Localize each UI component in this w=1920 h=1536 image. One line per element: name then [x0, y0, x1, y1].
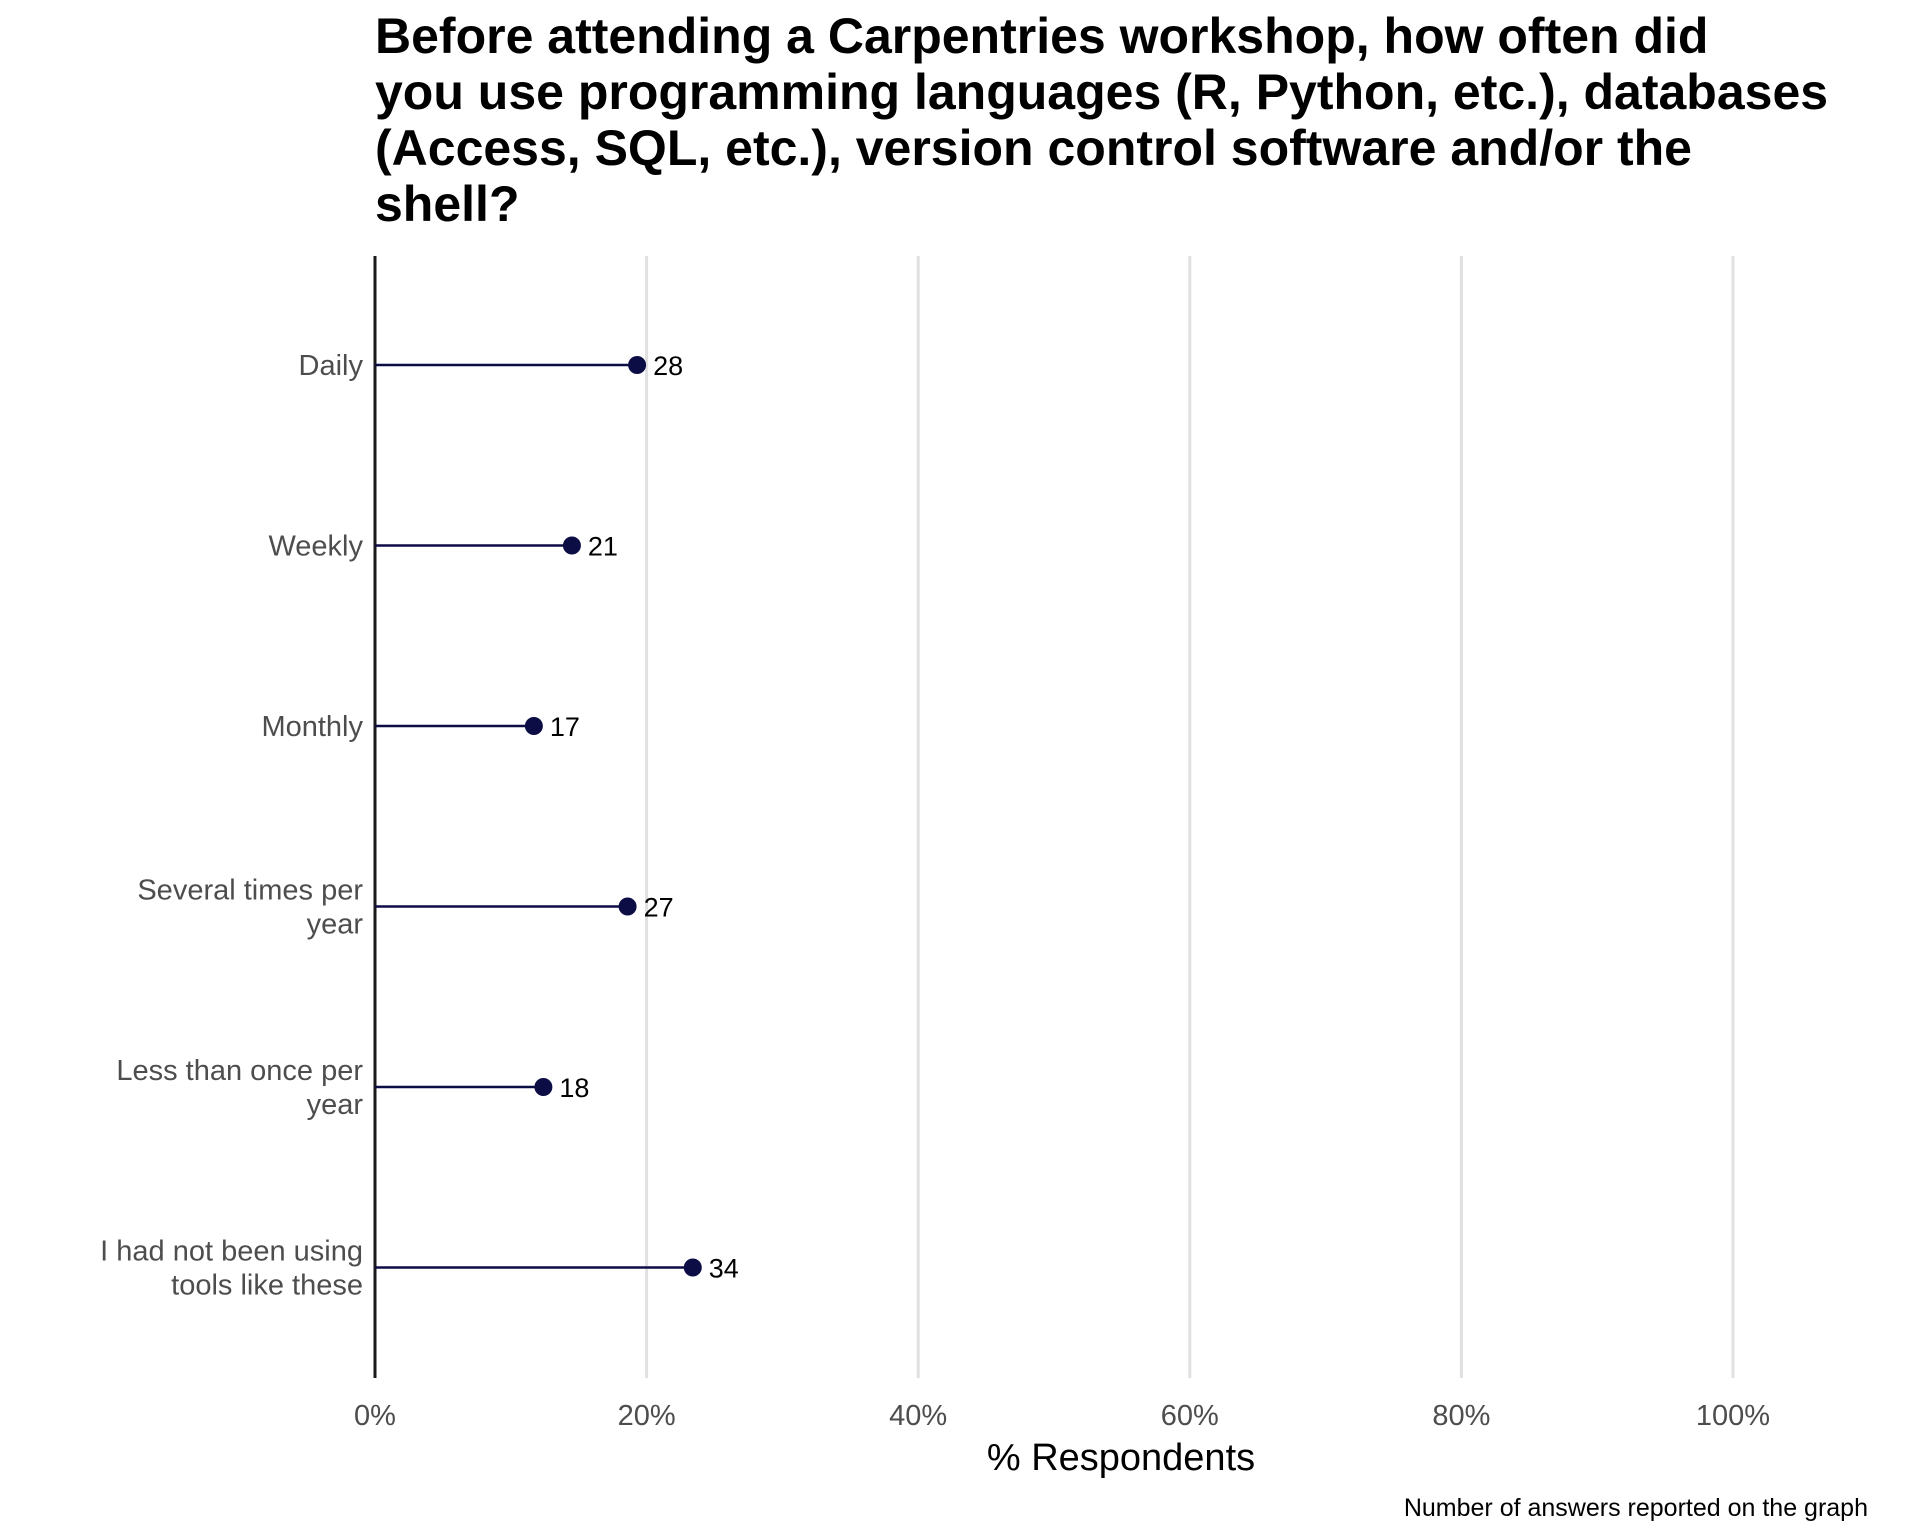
x-tick-label: 80% — [1432, 1400, 1490, 1432]
lollipop-point — [628, 356, 647, 374]
lollipop-point — [534, 1078, 553, 1096]
x-axis-label: % Respondents — [987, 1437, 1255, 1479]
x-tick-label: 60% — [1161, 1400, 1219, 1432]
lollipop-point — [683, 1258, 702, 1277]
y-tick-label: I had not been using tools like these — [100, 1236, 363, 1302]
x-tick-label: 20% — [618, 1400, 676, 1432]
data-label: 17 — [550, 712, 580, 742]
x-tick-label: 0% — [354, 1400, 396, 1432]
y-tick-label: Several times per year — [137, 875, 363, 941]
y-tick-label: Monthly — [261, 711, 363, 743]
data-label: 21 — [588, 532, 618, 562]
lollipop-point — [562, 536, 581, 555]
data-label: 28 — [653, 351, 683, 381]
y-tick-label: Daily — [299, 350, 364, 382]
chart-caption: Number of answers reported on the graph — [1403, 1494, 1868, 1522]
x-tick-label: 100% — [1696, 1400, 1770, 1432]
lollipop-point — [618, 897, 637, 916]
lollipop-point — [524, 717, 543, 735]
y-tick-label: Weekly — [268, 531, 363, 563]
y-tick-label: Less than once per year — [116, 1055, 363, 1121]
data-label: 34 — [709, 1254, 739, 1284]
chart-title: Before attending a Carpentries workshop,… — [375, 8, 1829, 232]
data-label: 18 — [559, 1073, 589, 1103]
x-tick-label: 40% — [889, 1400, 947, 1432]
data-label: 27 — [644, 893, 674, 923]
